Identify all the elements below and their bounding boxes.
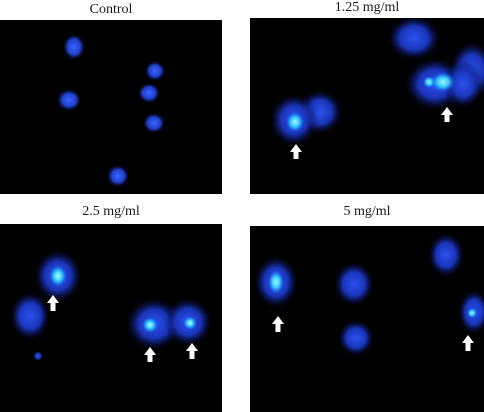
condensed-chromatin	[142, 317, 158, 333]
condensed-chromatin	[423, 76, 435, 88]
panel-label: 2.5 mg/ml	[82, 204, 140, 219]
arrow-icon	[462, 335, 474, 351]
cell-nucleus	[63, 34, 85, 60]
condensed-chromatin	[467, 308, 477, 318]
condensed-chromatin	[49, 265, 67, 287]
arrow-icon	[186, 343, 198, 359]
panel-1-25: 1.25 mg/ml	[250, 0, 484, 194]
arrow-icon	[290, 144, 302, 159]
cell-nucleus	[145, 61, 165, 81]
panel-control: Control	[0, 0, 222, 194]
condensed-chromatin	[286, 112, 304, 132]
cell-nucleus	[334, 262, 374, 306]
cell-nucleus	[443, 60, 483, 108]
panel-5: 5 mg/ml	[250, 202, 484, 412]
arrow-icon	[441, 107, 453, 122]
cell-nucleus	[33, 351, 43, 361]
cell-nucleus	[10, 292, 50, 340]
panel-2-5: 2.5 mg/ml	[0, 202, 222, 412]
arrow-icon	[144, 347, 156, 362]
cell-nucleus	[338, 320, 374, 356]
cell-nucleus	[107, 165, 129, 187]
micrograph-1-25	[250, 18, 484, 194]
micrograph-2-5	[0, 224, 222, 412]
arrow-icon	[47, 295, 59, 311]
panel-label: Control	[89, 2, 133, 17]
panel-label: 1.25 mg/ml	[334, 0, 400, 15]
cell-nucleus	[388, 18, 440, 60]
micrograph-5	[250, 226, 484, 412]
cell-nucleus	[143, 113, 165, 133]
cell-nucleus	[428, 233, 464, 277]
condensed-chromatin	[431, 72, 455, 92]
cell-nucleus	[57, 89, 81, 111]
condensed-chromatin	[268, 270, 284, 294]
condensed-chromatin	[183, 316, 197, 330]
arrow-icon	[272, 316, 284, 332]
micrograph-control	[0, 20, 222, 194]
panel-label: 5 mg/ml	[343, 204, 391, 219]
cell-nucleus	[138, 83, 160, 103]
